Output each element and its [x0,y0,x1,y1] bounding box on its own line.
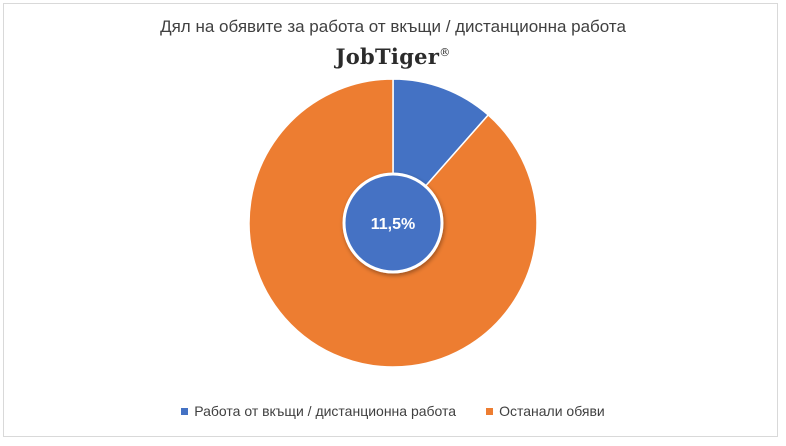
legend: Работа от вкъщи / дистанционна работа Ос… [0,403,786,419]
center-data-label: 11,5% [371,216,415,233]
registered-mark: ® [439,46,451,59]
legend-item-remote: Работа от вкъщи / дистанционна работа [181,403,456,419]
legend-swatch-remote [181,407,189,415]
jobtiger-logo: JobTiger® [0,44,786,69]
legend-label-remote: Работа от вкъщи / дистанционна работа [194,403,457,419]
center-bubble [342,172,444,274]
legend-swatch-other [486,407,494,415]
logo-text: JobTiger [335,44,440,69]
legend-item-other: Останали обяви [486,403,605,419]
chart-title: Дял на обявите за работа от вкъщи / дист… [160,17,626,36]
legend-label-other: Останали обяви [499,403,605,419]
